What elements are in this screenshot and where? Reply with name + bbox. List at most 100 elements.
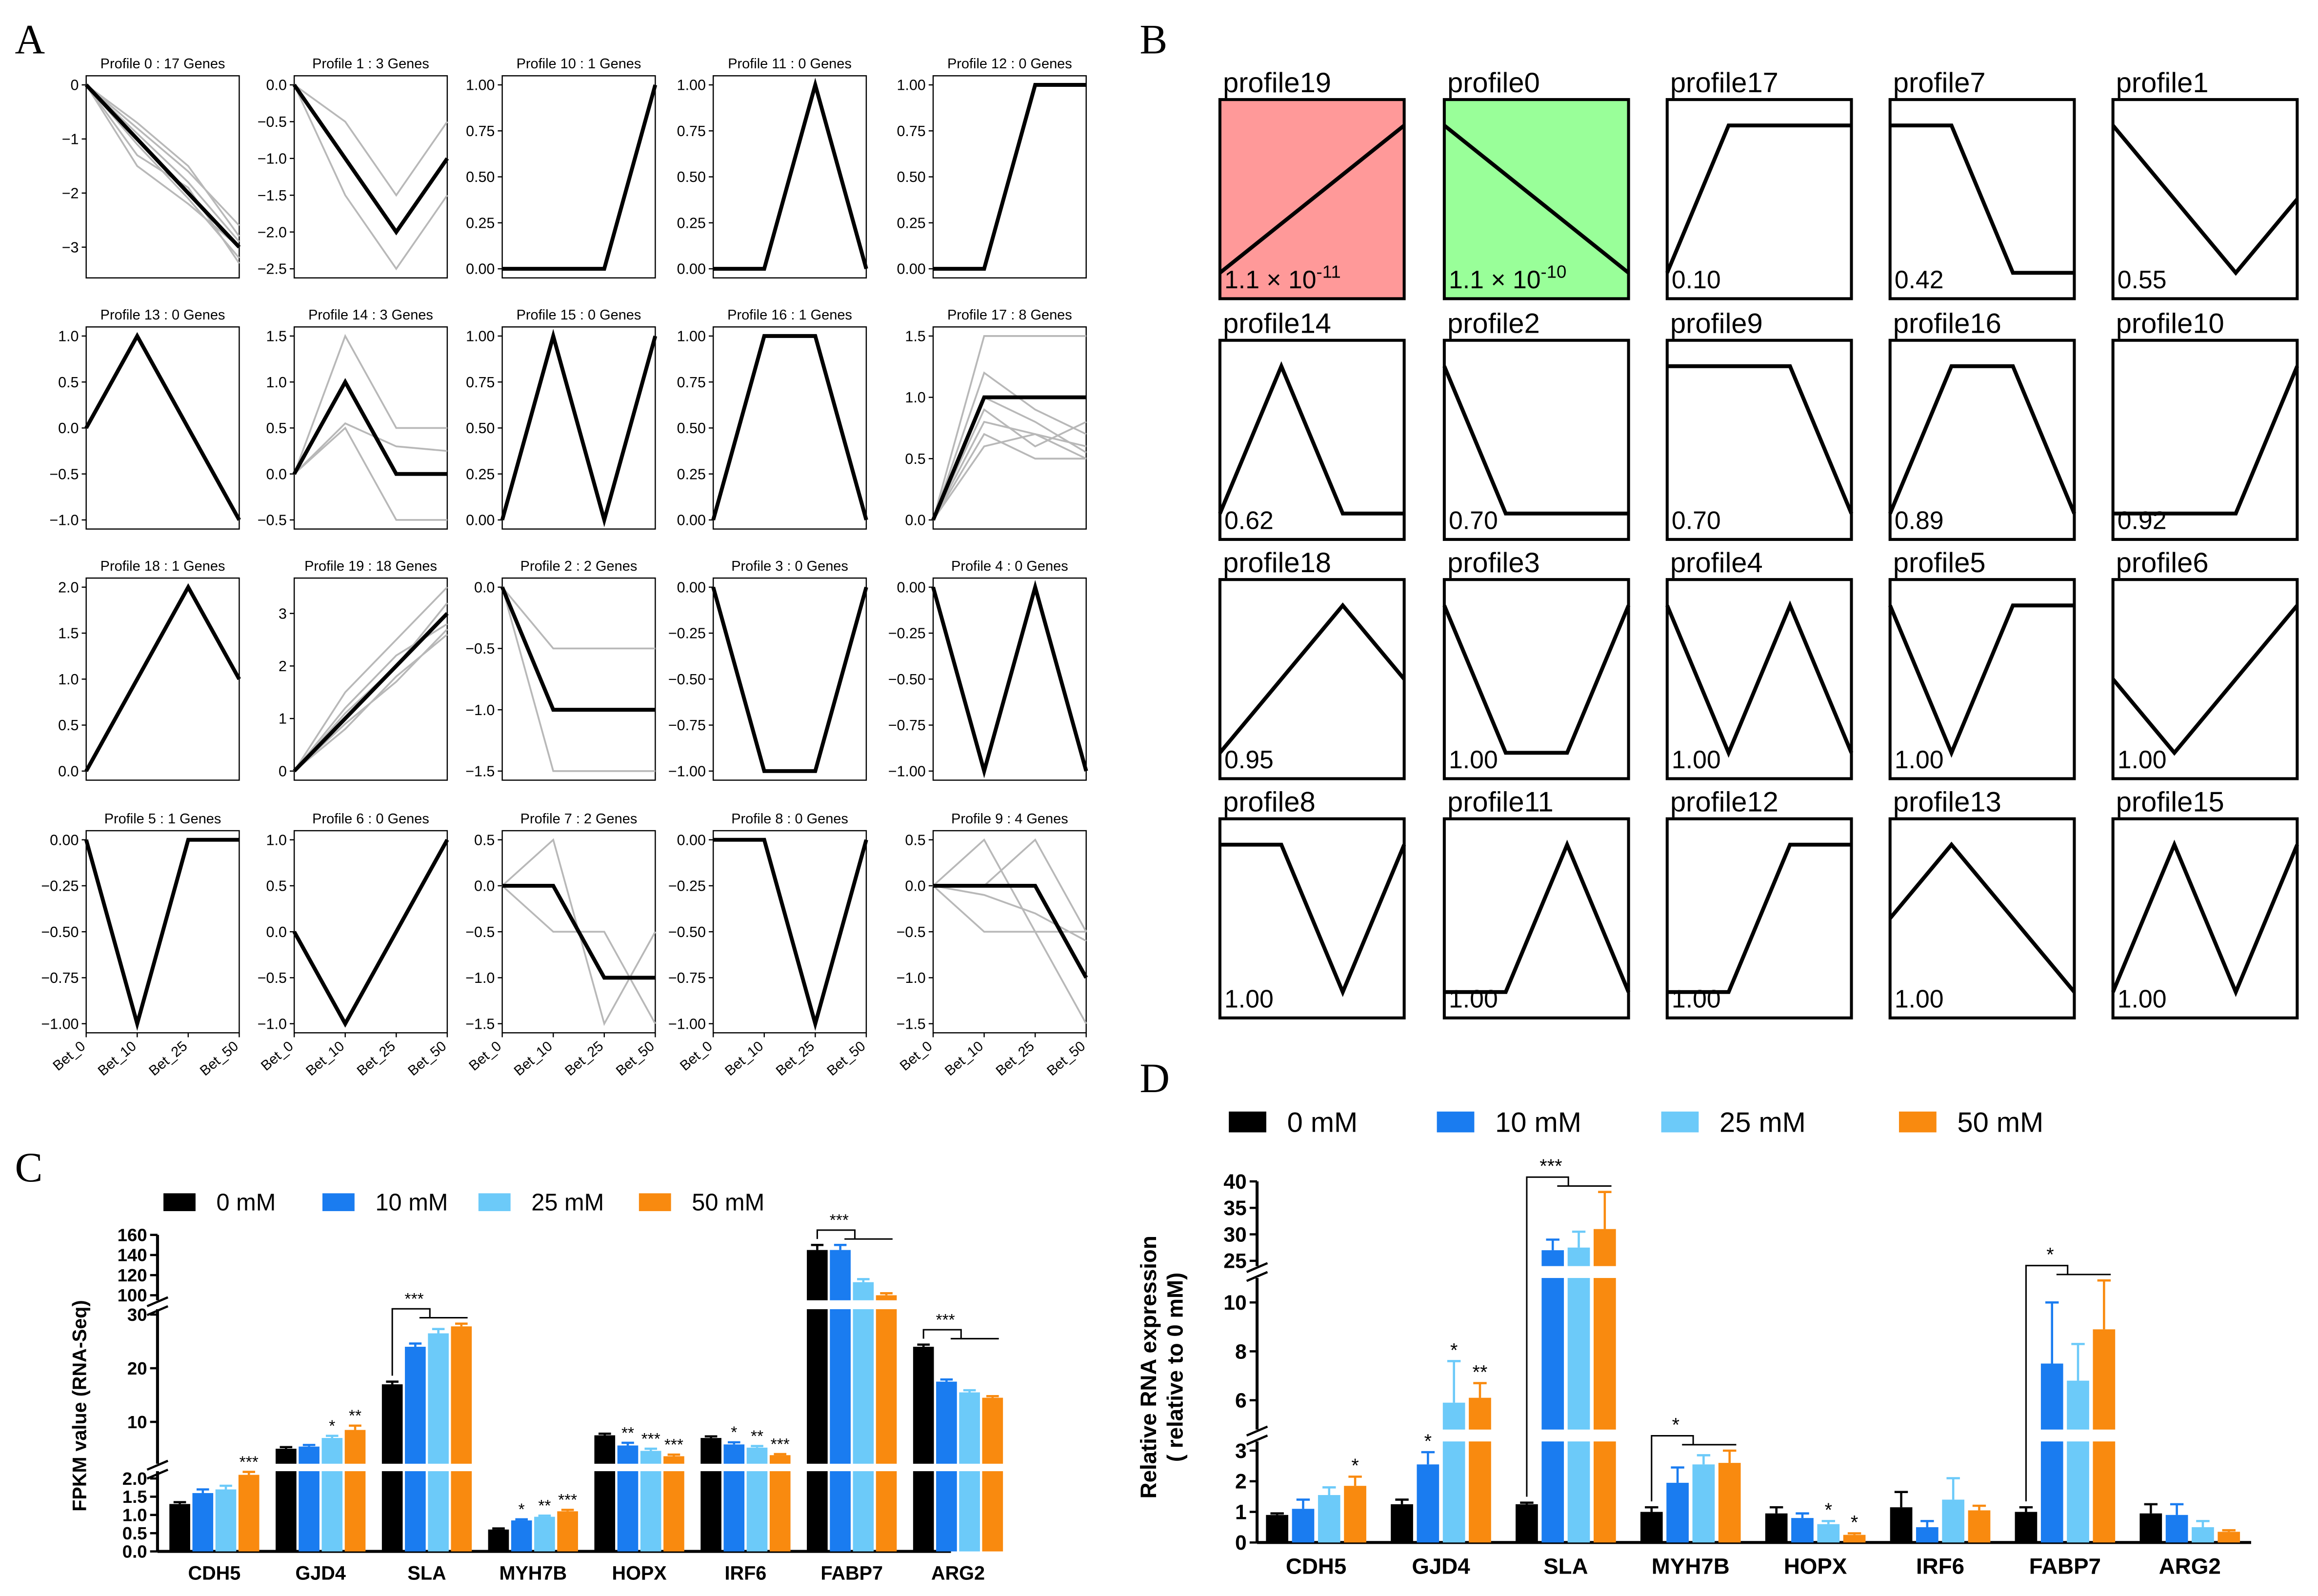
y-tick-label: 0.00 — [677, 579, 706, 596]
y-tick-label: 0.5 — [58, 374, 79, 391]
profile-box: profile16 0.89 — [1888, 308, 2077, 541]
bar-50-mM — [1594, 1441, 1616, 1543]
bar-25-mM — [640, 1451, 661, 1464]
legend-label: 10 mM — [375, 1190, 448, 1216]
profile-line — [1667, 364, 1854, 515]
p-value: 0.95 — [1224, 745, 1274, 774]
profile-line — [2113, 365, 2299, 516]
p-value: 0.70 — [1672, 506, 1721, 535]
bar-25-mM — [959, 1471, 980, 1552]
y-tick-label: −1.00 — [41, 1016, 79, 1032]
profile-title: Profile 14 : 3 Genes — [308, 307, 433, 323]
axis-break-mark — [146, 1468, 169, 1480]
y-tick-label: 1.0 — [905, 389, 925, 406]
gene-line — [501, 885, 656, 1024]
bar-25-mM — [746, 1447, 768, 1464]
profile-box: profile12 1.00 — [1665, 786, 1853, 1019]
bar-25-mM — [1817, 1524, 1840, 1543]
y-tick-label: 10 — [1223, 1291, 1246, 1315]
significance-star: * — [1450, 1339, 1458, 1361]
bar-25-mM — [321, 1471, 343, 1552]
bracket-line — [1526, 1176, 1569, 1497]
x-tick-label: Bet_10 — [722, 1038, 766, 1079]
profile-line — [1667, 842, 1852, 994]
bar-25-mM — [1442, 1402, 1465, 1430]
bar-0-mM — [1640, 1512, 1663, 1543]
bar-10-mM — [1292, 1509, 1315, 1543]
significance-star: *** — [558, 1491, 577, 1509]
profile-box: profile4 1.00 — [1665, 547, 1854, 780]
profile-plot: Profile 8 : 0 Genes 0.00 −0.25 −0.50 −0.75 −1… — [668, 811, 869, 1079]
y-tick-label: 25 — [1223, 1250, 1246, 1273]
y-tick-label: 140 — [118, 1245, 147, 1265]
y-tick-label: −1.5 — [465, 1016, 495, 1032]
y-tick-label: −0.5 — [258, 114, 287, 130]
p-value: 1.00 — [1224, 985, 1274, 1013]
bar-25-mM — [746, 1471, 768, 1552]
bar-0-mM — [807, 1250, 828, 1300]
category-label: HOPX — [612, 1562, 667, 1584]
bar-0-mM — [1516, 1504, 1538, 1543]
profile-plot: Profile 2 : 2 Genes 0.0 −0.5 −1.0 −1.5 — [465, 559, 656, 781]
bar-50-mM — [663, 1471, 684, 1552]
bar-50-mM — [769, 1471, 791, 1552]
gene-line — [293, 422, 448, 475]
y-tick-label: 8 — [1235, 1340, 1247, 1363]
gene-line — [293, 586, 448, 772]
legend-swatch — [1437, 1111, 1475, 1133]
profile-line — [1444, 839, 1631, 994]
category-label: IRF6 — [1916, 1554, 1964, 1578]
profile-plot: Profile 10 : 1 Genes 1.00 0.75 0.50 0.25 0.00 — [466, 56, 658, 279]
profile-plot: Profile 0 : 17 Genes 0 −1 −2 −3 — [62, 56, 241, 279]
y-tick-label: 30 — [127, 1305, 147, 1325]
axis-break-mark — [146, 1305, 169, 1317]
panel-c-fpkm-chart: 0 mM 10 mM 25 mM 50 mM 2.01.51.00.50.0 30 20 10… — [69, 1190, 1003, 1584]
x-tick-label: Bet_50 — [197, 1038, 241, 1079]
x-tick-label: Bet_0 — [466, 1038, 504, 1074]
y-tick-label: 0.25 — [677, 215, 706, 231]
profile-frame — [1218, 578, 1406, 780]
y-tick-label: −0.50 — [41, 924, 79, 940]
y-tick-label: 1.00 — [677, 77, 706, 94]
profile-title: Profile 8 : 0 Genes — [731, 811, 848, 827]
y-tick-label: 120 — [118, 1265, 147, 1285]
y-tick-label: 2.0 — [122, 1469, 147, 1489]
plot-frame — [293, 75, 448, 279]
profile-title: Profile 9 : 4 Genes — [951, 811, 1068, 827]
bar-0-mM — [1266, 1515, 1289, 1543]
legend-swatch — [639, 1193, 671, 1211]
axis-break-mark — [146, 1459, 169, 1471]
y-tick-label: 0.5 — [905, 451, 925, 467]
profile-plot: Profile 3 : 0 Genes 0.00 −0.25 −0.50 −0.75 −1… — [668, 559, 868, 781]
significance-star: *** — [771, 1436, 790, 1454]
bar-50-mM — [1469, 1441, 1491, 1543]
profile-title: Profile 4 : 0 Genes — [951, 559, 1068, 574]
significance-star: ** — [751, 1427, 763, 1445]
y-tick-label: 0.0 — [58, 420, 79, 437]
profile-title: Profile 10 : 1 Genes — [517, 56, 641, 72]
x-tick-label: Bet_50 — [405, 1038, 450, 1079]
y-tick-label: 0.00 — [677, 512, 706, 529]
bar-0-mM — [1391, 1504, 1413, 1543]
bar-25-mM — [428, 1333, 449, 1464]
bar-0-mM — [1890, 1507, 1913, 1543]
bar-0-mM — [1765, 1513, 1788, 1543]
y-tick-label: 0.75 — [677, 123, 706, 140]
y-tick-label: −0.5 — [465, 640, 495, 657]
legend-swatch — [478, 1193, 511, 1211]
p-value: 1.00 — [1672, 745, 1721, 774]
axis-break-mark — [1246, 1262, 1268, 1273]
panel-label-c: C — [15, 1145, 42, 1191]
profile-title: Profile 15 : 0 Genes — [517, 307, 641, 323]
bracket-label: * — [1672, 1414, 1679, 1436]
bar-10-mM — [2040, 1363, 2063, 1430]
y-tick-label: 0.0 — [122, 1541, 147, 1561]
significance-star: * — [731, 1424, 737, 1442]
profile-frame — [2111, 578, 2299, 780]
bar-10-mM — [723, 1444, 745, 1464]
bar-50-mM — [1469, 1397, 1491, 1430]
y-tick-label: 0.5 — [58, 717, 79, 734]
profile-model-line — [502, 883, 656, 980]
y-tick-label: −1.0 — [465, 702, 495, 718]
bar-25-mM — [959, 1392, 980, 1464]
